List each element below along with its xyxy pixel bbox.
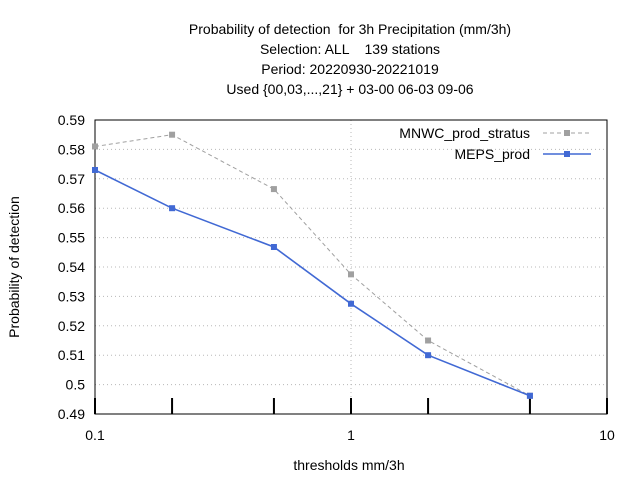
x-tick-label: 0.1: [85, 427, 105, 443]
legend: MNWC_prod_stratus MEPS_prod: [399, 125, 591, 162]
grid: [95, 120, 607, 414]
axis-ticks: 0.49 0.5 0.51 0.52 0.53 0.54 0.55 0.56 0.57 0.58 0…: [58, 112, 615, 443]
data-point: [92, 143, 98, 150]
x-tick-label: 10: [599, 427, 615, 443]
series: [92, 131, 533, 399]
data-point: [425, 337, 432, 344]
data-point: [526, 392, 533, 399]
series-line: [94, 169, 531, 397]
y-tick-label: 0.55: [58, 230, 85, 246]
legend-marker: [564, 151, 570, 157]
data-point: [92, 166, 98, 173]
y-axis-label: Probability of detection: [6, 196, 22, 338]
x-axis-label: thresholds mm/3h: [293, 457, 404, 473]
y-tick-label: 0.52: [58, 318, 85, 334]
data-point: [169, 131, 176, 138]
data-point: [348, 271, 354, 278]
y-tick-label: 0.5: [66, 377, 86, 393]
title-line-2: Selection: ALL 139 stations: [259, 41, 441, 57]
data-point: [270, 244, 277, 251]
series-line: [94, 134, 531, 397]
y-tick-label: 0.53: [58, 288, 85, 304]
y-tick-label: 0.59: [58, 112, 85, 128]
title-line-1: Probability of detection for 3h Precipit…: [188, 21, 512, 37]
x-tick-label: 1: [347, 427, 355, 443]
y-tick-label: 0.57: [58, 171, 85, 187]
y-tick-label: 0.54: [58, 259, 85, 275]
legend-label: MEPS_prod: [455, 146, 530, 162]
title-line-4: Used {00,03,...,21} + 03-00 06-03 09-06: [226, 81, 474, 97]
y-tick-label: 0.49: [58, 406, 85, 422]
data-point: [169, 205, 176, 212]
legend-marker: [564, 130, 570, 136]
data-point: [348, 300, 354, 307]
y-tick-label: 0.58: [58, 141, 85, 157]
data-point: [425, 352, 432, 359]
y-tick-label: 0.56: [58, 200, 85, 216]
data-point: [270, 186, 277, 193]
legend-label: MNWC_prod_stratus: [399, 125, 530, 141]
y-tick-label: 0.51: [58, 347, 85, 363]
title-line-3: Period: 20220930-20221019: [261, 61, 439, 77]
